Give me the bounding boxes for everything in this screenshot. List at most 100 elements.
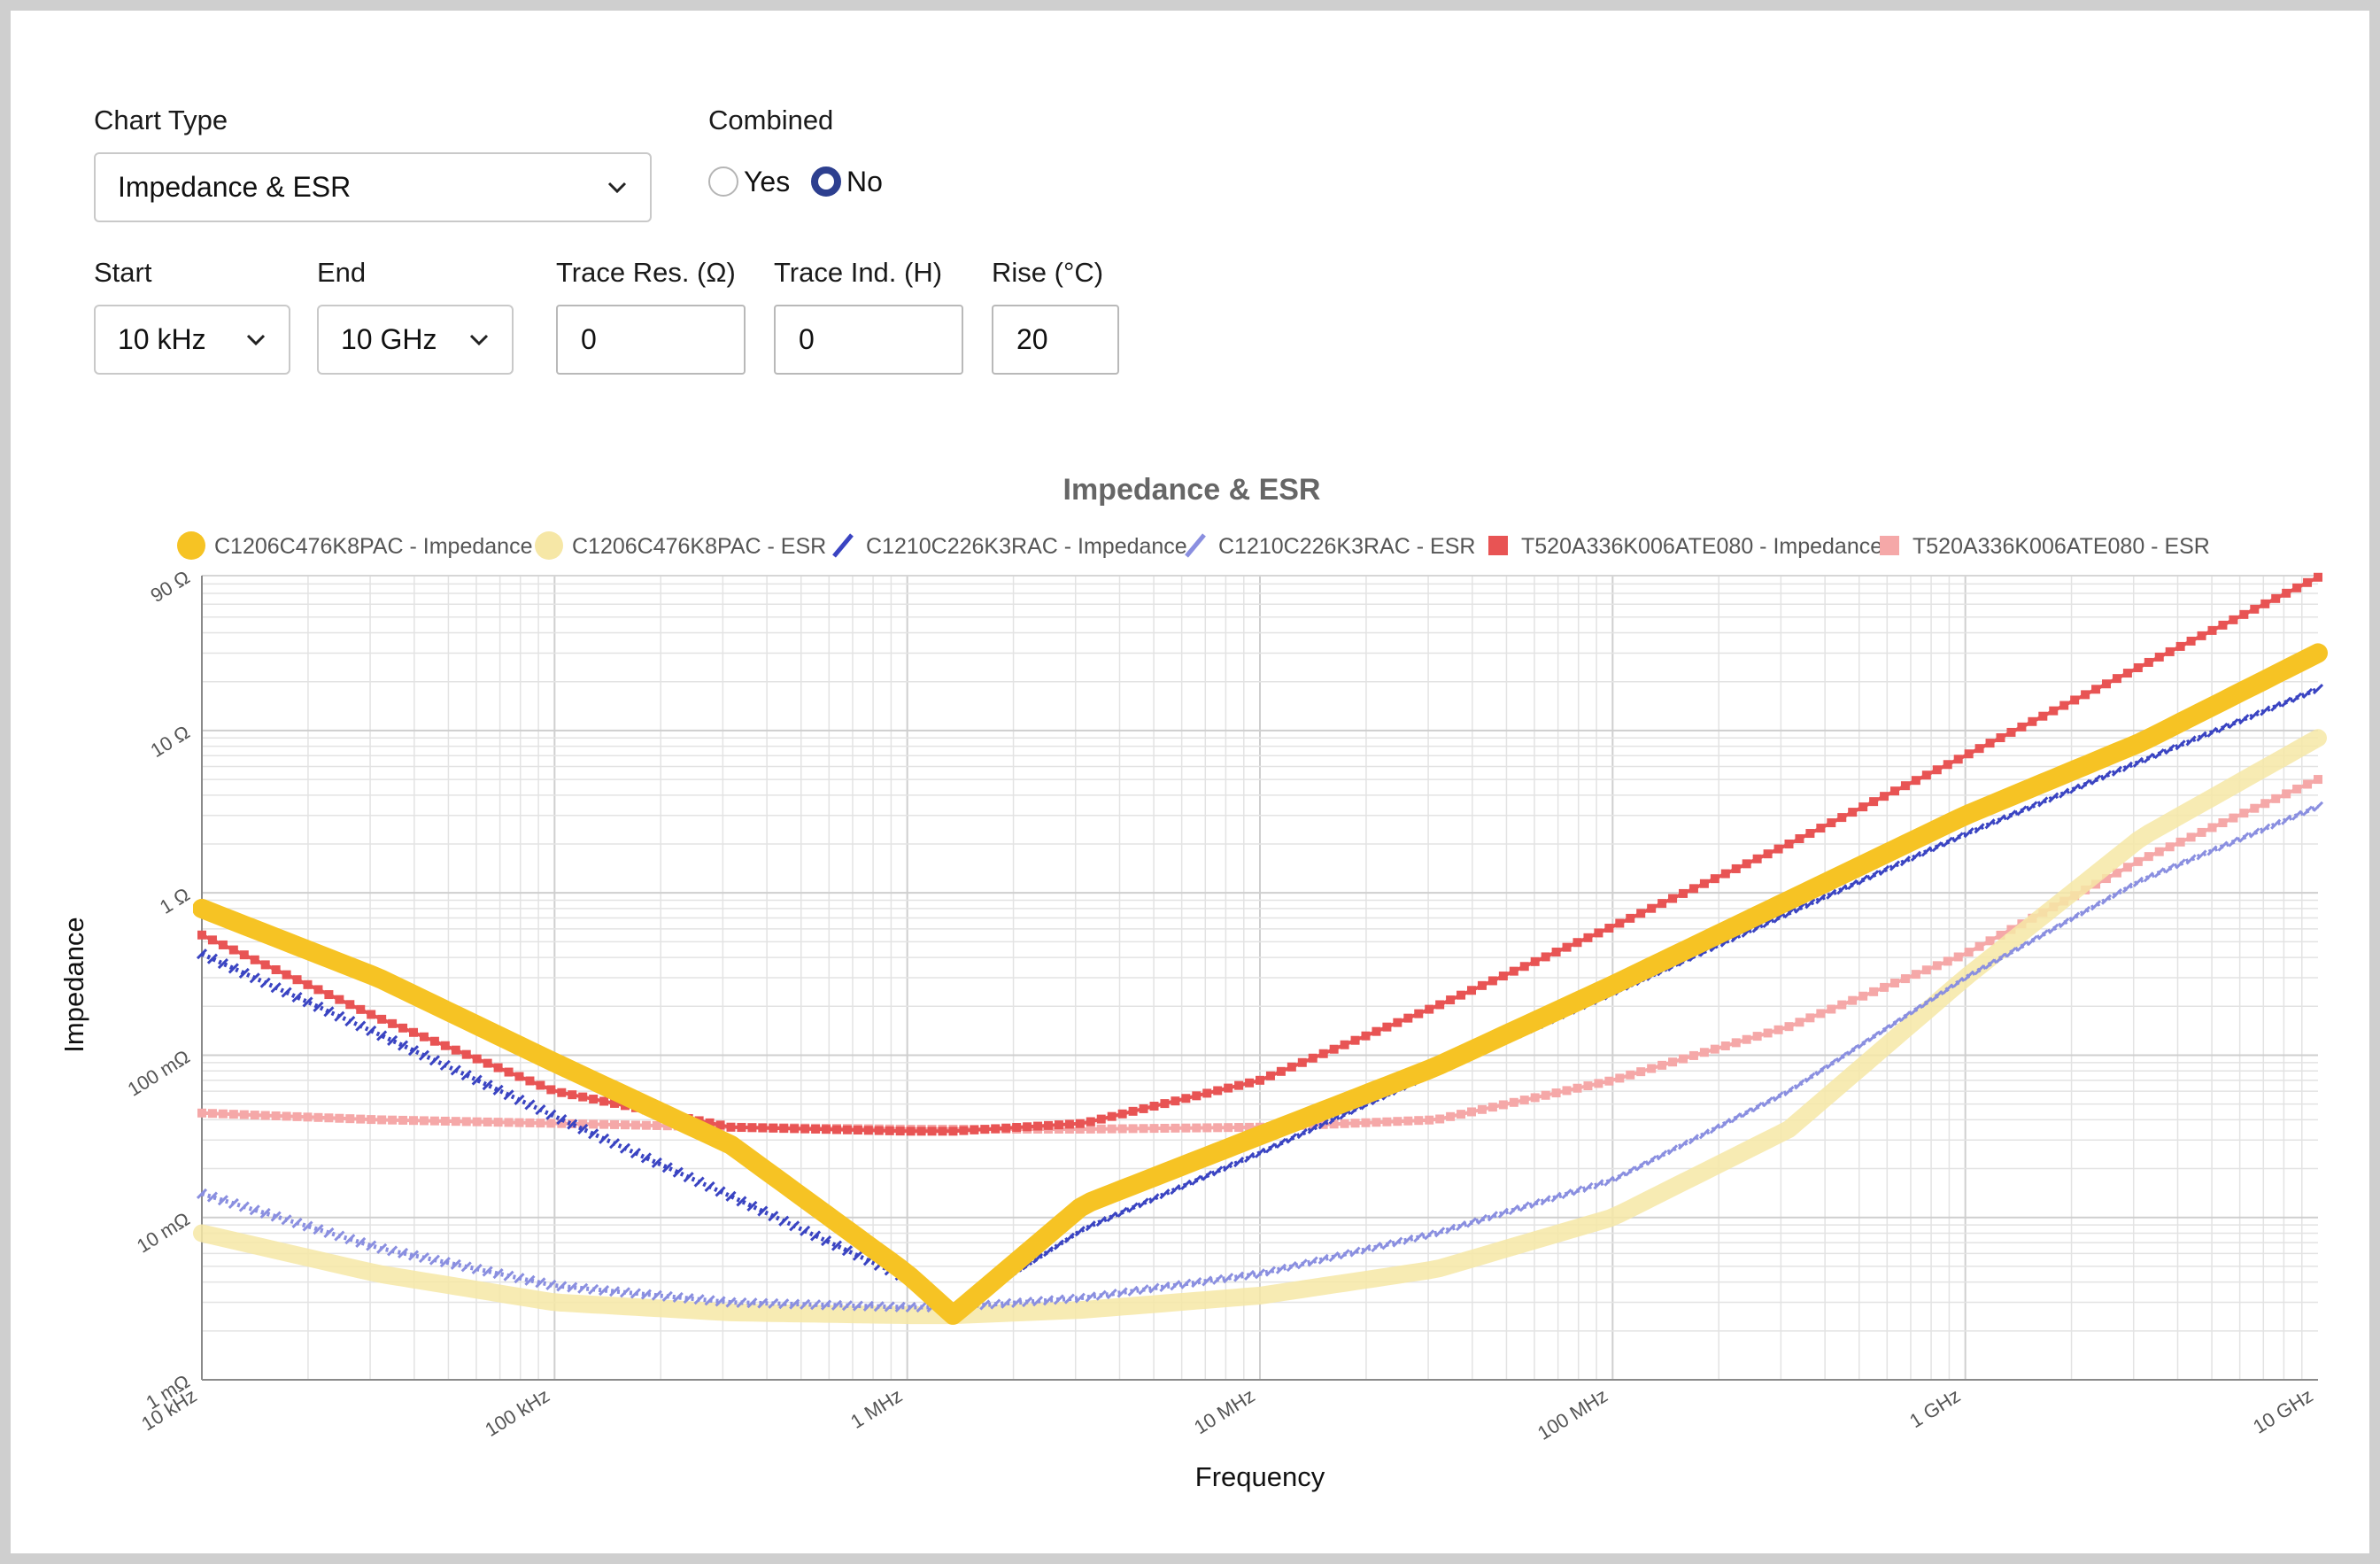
series-marker — [545, 1279, 557, 1290]
series-marker — [197, 1108, 206, 1118]
series-marker — [1361, 1118, 1371, 1127]
series-marker — [1562, 942, 1572, 952]
series-marker — [281, 987, 292, 998]
series-marker — [578, 1092, 588, 1102]
series-marker — [1106, 1211, 1117, 1222]
series-marker — [1688, 1134, 1700, 1145]
series-marker — [492, 1084, 504, 1096]
series-marker — [323, 1006, 335, 1018]
series-marker — [948, 1127, 958, 1136]
series-marker — [2206, 845, 2218, 856]
start-select[interactable]: 10 kHz — [94, 305, 290, 375]
series-marker — [1688, 884, 1698, 894]
series-marker — [1952, 977, 1964, 988]
series-marker — [715, 1186, 726, 1197]
series-marker — [2250, 803, 2260, 813]
trace-ind-input[interactable]: 0 — [774, 305, 963, 375]
series-marker — [1180, 1278, 1192, 1289]
series-marker — [1191, 1276, 1202, 1289]
series-marker — [2049, 706, 2059, 716]
series-marker — [589, 1119, 599, 1129]
series-marker — [1658, 1060, 1667, 1070]
series-marker — [1974, 964, 1985, 976]
series-marker — [852, 1300, 863, 1312]
series-marker — [2059, 917, 2070, 929]
series-marker — [546, 1085, 556, 1095]
series-marker — [1730, 1112, 1742, 1124]
series-marker — [1234, 1080, 1244, 1090]
series-marker — [207, 935, 217, 945]
chart-type-select[interactable]: Impedance & ESR — [94, 152, 652, 222]
series-marker — [270, 1211, 282, 1222]
series-marker — [1911, 776, 1920, 786]
series-marker — [366, 1240, 377, 1251]
series-marker — [980, 1125, 990, 1134]
series-marker — [2197, 631, 2206, 640]
series-marker — [1615, 918, 1625, 928]
series-marker — [927, 1127, 937, 1136]
series-marker — [197, 930, 206, 940]
series-marker — [1191, 1174, 1202, 1186]
series-marker — [1053, 1239, 1065, 1250]
combined-no-label: No — [846, 166, 883, 197]
series-marker — [1741, 1107, 1752, 1119]
series-marker — [1022, 1296, 1033, 1308]
combined-yes-radio[interactable] — [708, 166, 738, 197]
series-marker — [789, 1298, 800, 1310]
series-marker — [715, 1120, 725, 1130]
combined-no-radio[interactable] — [811, 166, 841, 197]
series-marker — [461, 1049, 471, 1059]
series-marker — [1424, 1229, 1435, 1241]
series-marker — [2027, 801, 2038, 812]
series-marker — [1658, 899, 1667, 909]
series-marker — [610, 1119, 620, 1129]
series-marker — [557, 1088, 567, 1097]
series-marker — [1117, 1109, 1127, 1119]
series-marker — [1921, 770, 1931, 780]
legend-label: T520A336K006ATE080 - ESR — [1912, 534, 2210, 559]
series-marker — [2059, 701, 2069, 710]
series-marker — [884, 1301, 895, 1312]
series-marker — [683, 1172, 694, 1183]
series-marker — [1804, 898, 1816, 910]
series-marker — [1763, 1028, 1773, 1038]
end-select[interactable]: 10 GHz — [317, 305, 514, 375]
combined-yes-label: Yes — [744, 166, 791, 197]
series-marker — [1932, 765, 1942, 775]
series-marker — [1286, 1260, 1297, 1273]
series-marker — [1413, 1232, 1425, 1243]
series-marker — [1212, 1165, 1224, 1177]
series-marker — [1372, 1118, 1381, 1127]
series-marker — [1827, 818, 1836, 828]
series-marker — [313, 985, 323, 995]
series-marker — [610, 1098, 620, 1108]
series-marker — [1350, 1119, 1360, 1128]
series-marker — [1805, 1013, 1815, 1023]
series-marker — [524, 1274, 536, 1286]
series-marker — [1603, 1175, 1615, 1187]
series-marker — [1393, 1018, 1402, 1027]
series-marker — [683, 1292, 694, 1305]
series-marker — [324, 990, 334, 1000]
series-marker — [366, 1025, 377, 1037]
series-marker — [1023, 1122, 1032, 1132]
trace-res-input[interactable]: 0 — [556, 305, 746, 375]
series-marker — [1815, 1065, 1827, 1077]
series-marker — [2185, 735, 2197, 747]
series-marker — [2091, 685, 2101, 694]
series-marker — [1698, 1128, 1710, 1140]
series-marker — [419, 1032, 429, 1041]
y-tick-label: 1 Ω — [156, 883, 194, 918]
series-marker — [1254, 1147, 1266, 1158]
series-marker — [1953, 952, 1963, 962]
series-marker — [1783, 1086, 1795, 1097]
series-marker — [206, 953, 219, 964]
series-marker — [1074, 1226, 1086, 1237]
series-marker — [2260, 599, 2270, 608]
series-marker — [1847, 1044, 1858, 1057]
series-marker — [2090, 900, 2102, 911]
series-marker — [2314, 775, 2322, 785]
rise-input[interactable]: 20 — [992, 305, 1119, 375]
series-marker — [514, 1273, 525, 1284]
series-marker — [1868, 870, 1880, 881]
